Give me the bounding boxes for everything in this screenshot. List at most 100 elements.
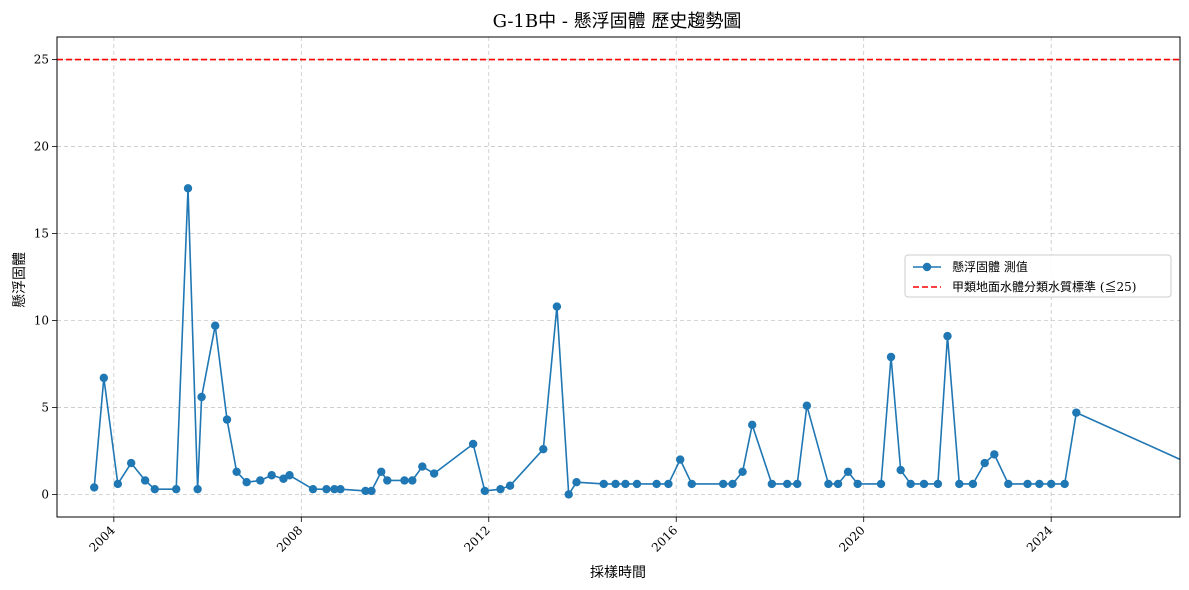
data-point: [377, 467, 386, 476]
data-point: [719, 479, 728, 489]
data-point: [833, 479, 843, 489]
data-point: [330, 484, 339, 494]
data-point: [408, 476, 417, 485]
data-point: [676, 455, 685, 464]
data-point: [222, 415, 232, 424]
data-point: [367, 486, 376, 496]
data-point: [1035, 479, 1044, 489]
y-tick-label: 0: [41, 487, 49, 501]
data-point: [621, 479, 630, 489]
data-point: [853, 479, 862, 489]
x-tick-label: 2004: [86, 523, 118, 555]
data-point: [919, 479, 929, 489]
data-point: [552, 302, 562, 311]
data-point: [99, 373, 109, 383]
data-point: [906, 479, 915, 489]
data-point: [1004, 479, 1013, 489]
data-point: [480, 486, 489, 496]
data-point: [748, 420, 757, 430]
series-group: [90, 184, 1181, 499]
x-tick-label: 2012: [461, 523, 492, 554]
data-point: [336, 484, 345, 494]
data-point: [802, 401, 812, 410]
data-point: [140, 476, 150, 485]
data-point: [572, 478, 581, 487]
data-point: [1046, 479, 1056, 489]
y-tick-label: 20: [34, 140, 49, 154]
x-tick-label: 2020: [836, 523, 867, 554]
data-point: [468, 439, 478, 449]
data-point: [1072, 408, 1081, 417]
data-point: [126, 458, 136, 468]
y-axis-label: 懸浮固體: [12, 252, 28, 308]
x-tick-label: 2016: [649, 523, 680, 554]
legend: 懸浮固體 測值 甲類地面水體分類水質標準 (≦25): [904, 254, 1172, 298]
chart-title: G-1B中 - 懸浮固體 歷史趨勢圖: [493, 11, 742, 32]
data-point: [418, 462, 427, 471]
data-point: [896, 465, 905, 475]
data-point: [783, 479, 792, 489]
data-point: [242, 478, 251, 487]
data-point: [90, 483, 99, 492]
data-point: [793, 479, 802, 489]
data-point: [308, 484, 318, 494]
legend-label-measured: 懸浮固體 測值: [952, 259, 1028, 274]
data-point: [496, 484, 505, 494]
data-point: [211, 321, 220, 330]
data-point: [505, 481, 515, 490]
data-point: [968, 479, 978, 489]
data-point: [197, 392, 206, 402]
data-point: [664, 479, 673, 489]
legend-box: [904, 254, 1172, 298]
data-point: [285, 471, 294, 480]
data-point: [361, 486, 370, 496]
x-tick-label: 2008: [274, 523, 305, 554]
x-tick-label: 2024: [1024, 523, 1056, 555]
data-point: [990, 450, 999, 459]
data-point: [933, 479, 943, 489]
data-point: [232, 467, 241, 476]
plot-frame: [56, 36, 1181, 518]
data-point: [564, 490, 573, 499]
data-point: [728, 479, 737, 489]
data-point: [113, 479, 123, 489]
legend-label-standard: 甲類地面水體分類水質標準 (≦25): [952, 279, 1136, 294]
data-point: [183, 184, 193, 193]
y-tick-label: 10: [34, 313, 49, 327]
data-point: [738, 467, 747, 476]
data-point: [599, 479, 608, 489]
data-point: [1060, 479, 1069, 489]
data-point: [267, 471, 276, 480]
data-point: [632, 479, 642, 489]
data-point: [1023, 479, 1032, 489]
data-point: [322, 484, 331, 494]
data-point: [193, 484, 202, 494]
data-point: [256, 476, 265, 485]
data-point: [611, 479, 620, 489]
data-point: [955, 479, 964, 489]
y-tick-label: 25: [34, 53, 49, 67]
data-point: [652, 479, 661, 489]
data-point: [150, 484, 159, 494]
legend-marker-measured: [922, 262, 932, 272]
data-point: [824, 479, 833, 489]
data-point: [843, 467, 853, 476]
data-point: [429, 469, 439, 478]
series-line-measured: [93, 187, 1181, 496]
y-tick-label: 15: [34, 227, 49, 241]
data-point: [886, 352, 896, 362]
y-axis-ticks: 0 5 10 15 20 25: [34, 53, 57, 501]
x-axis-ticks: 2004 2008 2012 2016 2020 2024: [86, 517, 1056, 555]
data-point: [687, 479, 696, 489]
x-axis-label: 採樣時間: [590, 564, 646, 581]
data-point: [980, 458, 989, 468]
data-point: [539, 444, 548, 454]
y-tick-label: 5: [41, 400, 49, 414]
data-point: [383, 476, 392, 485]
data-point: [172, 484, 181, 494]
data-point: [943, 331, 952, 341]
data-point: [876, 479, 886, 489]
data-point: [767, 479, 777, 489]
